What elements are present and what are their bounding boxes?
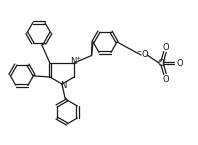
- Text: O: O: [163, 42, 169, 51]
- Text: $^{-}$O: $^{-}$O: [136, 48, 150, 59]
- Text: Cl: Cl: [158, 58, 166, 68]
- Text: +: +: [75, 56, 81, 61]
- Text: N: N: [70, 58, 76, 67]
- Text: O: O: [177, 58, 183, 68]
- Text: N: N: [60, 81, 66, 90]
- Text: O: O: [163, 75, 169, 84]
